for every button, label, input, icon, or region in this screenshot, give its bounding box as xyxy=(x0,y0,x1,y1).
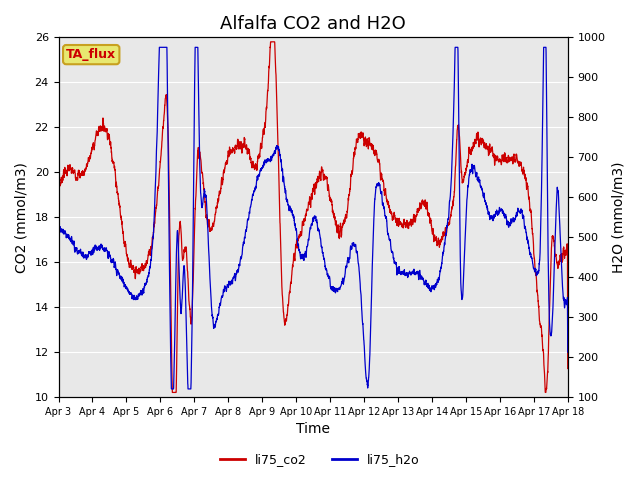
Legend: li75_co2, li75_h2o: li75_co2, li75_h2o xyxy=(215,448,425,471)
li75_h2o xyxy=(548,317,556,323)
li75_co2 xyxy=(267,39,275,45)
li75_co2 xyxy=(297,229,305,235)
li75_co2 xyxy=(564,366,572,372)
li75_h2o xyxy=(273,144,280,149)
li75_h2o xyxy=(156,45,163,50)
Line: li75_h2o: li75_h2o xyxy=(58,48,568,389)
Text: TA_flux: TA_flux xyxy=(66,48,116,61)
li75_h2o xyxy=(425,283,433,289)
Line: li75_co2: li75_co2 xyxy=(58,42,568,393)
X-axis label: Time: Time xyxy=(296,422,330,436)
Y-axis label: CO2 (mmol/m3): CO2 (mmol/m3) xyxy=(15,162,29,273)
li75_co2 xyxy=(269,39,276,45)
Title: Alfalfa CO2 and H2O: Alfalfa CO2 and H2O xyxy=(220,15,406,33)
li75_h2o xyxy=(564,349,572,355)
li75_h2o xyxy=(54,311,62,317)
li75_co2 xyxy=(54,390,62,396)
Y-axis label: H2O (mmol/m3): H2O (mmol/m3) xyxy=(611,161,625,273)
li75_co2 xyxy=(523,183,531,189)
li75_h2o xyxy=(297,256,305,262)
li75_co2 xyxy=(548,234,556,240)
li75_h2o xyxy=(523,237,531,242)
li75_h2o xyxy=(269,153,276,159)
li75_co2 xyxy=(425,210,433,216)
li75_co2 xyxy=(273,95,280,100)
li75_h2o xyxy=(168,386,175,392)
